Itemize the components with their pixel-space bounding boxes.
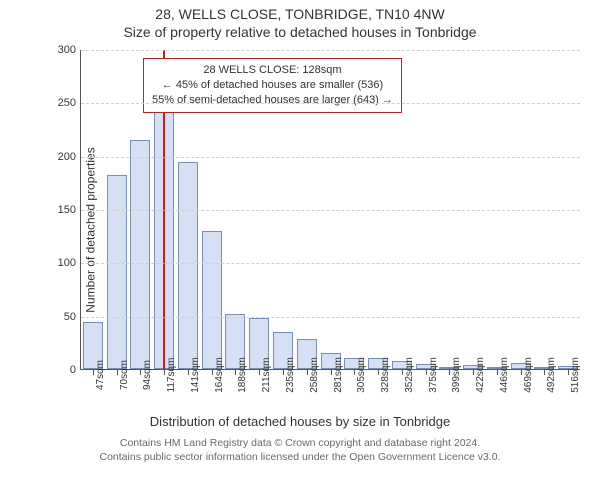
grid-line (81, 103, 580, 104)
y-tick-label: 50 (50, 311, 76, 323)
address-title: 28, WELLS CLOSE, TONBRIDGE, TN10 4NW (0, 6, 600, 22)
x-tick-label: 516sqm (568, 357, 581, 393)
grid-line (81, 210, 580, 211)
callout-line: ← 45% of detached houses are smaller (53… (152, 78, 393, 93)
y-tick-label: 300 (50, 44, 76, 56)
grid-line (81, 317, 580, 318)
grid-line (81, 157, 580, 158)
x-axis-label: Distribution of detached houses by size … (0, 414, 600, 429)
bar (202, 231, 222, 369)
footer-attribution: Contains HM Land Registry data © Crown c… (0, 437, 600, 464)
y-tick-label: 100 (50, 257, 76, 269)
callout-box: 28 WELLS CLOSE: 128sqm← 45% of detached … (143, 58, 402, 113)
y-tick-label: 200 (50, 151, 76, 163)
y-tick-label: 150 (50, 204, 76, 216)
bar (107, 175, 127, 369)
bar (178, 162, 198, 369)
footer-line-1: Contains HM Land Registry data © Crown c… (10, 437, 590, 451)
subtitle: Size of property relative to detached ho… (0, 24, 600, 40)
y-tick-label: 0 (50, 364, 76, 376)
callout-line: 55% of semi-detached houses are larger (… (152, 93, 393, 108)
grid-line (81, 263, 580, 264)
y-tick-label: 250 (50, 97, 76, 109)
histogram-chart: Number of detached properties 47sqm70sqm… (50, 50, 580, 410)
bar (130, 140, 150, 369)
grid-line (81, 50, 580, 51)
footer-line-2: Contains public sector information licen… (10, 451, 590, 465)
callout-line: 28 WELLS CLOSE: 128sqm (152, 63, 393, 78)
plot-area: 47sqm70sqm94sqm117sqm141sqm164sqm188sqm2… (80, 50, 580, 370)
